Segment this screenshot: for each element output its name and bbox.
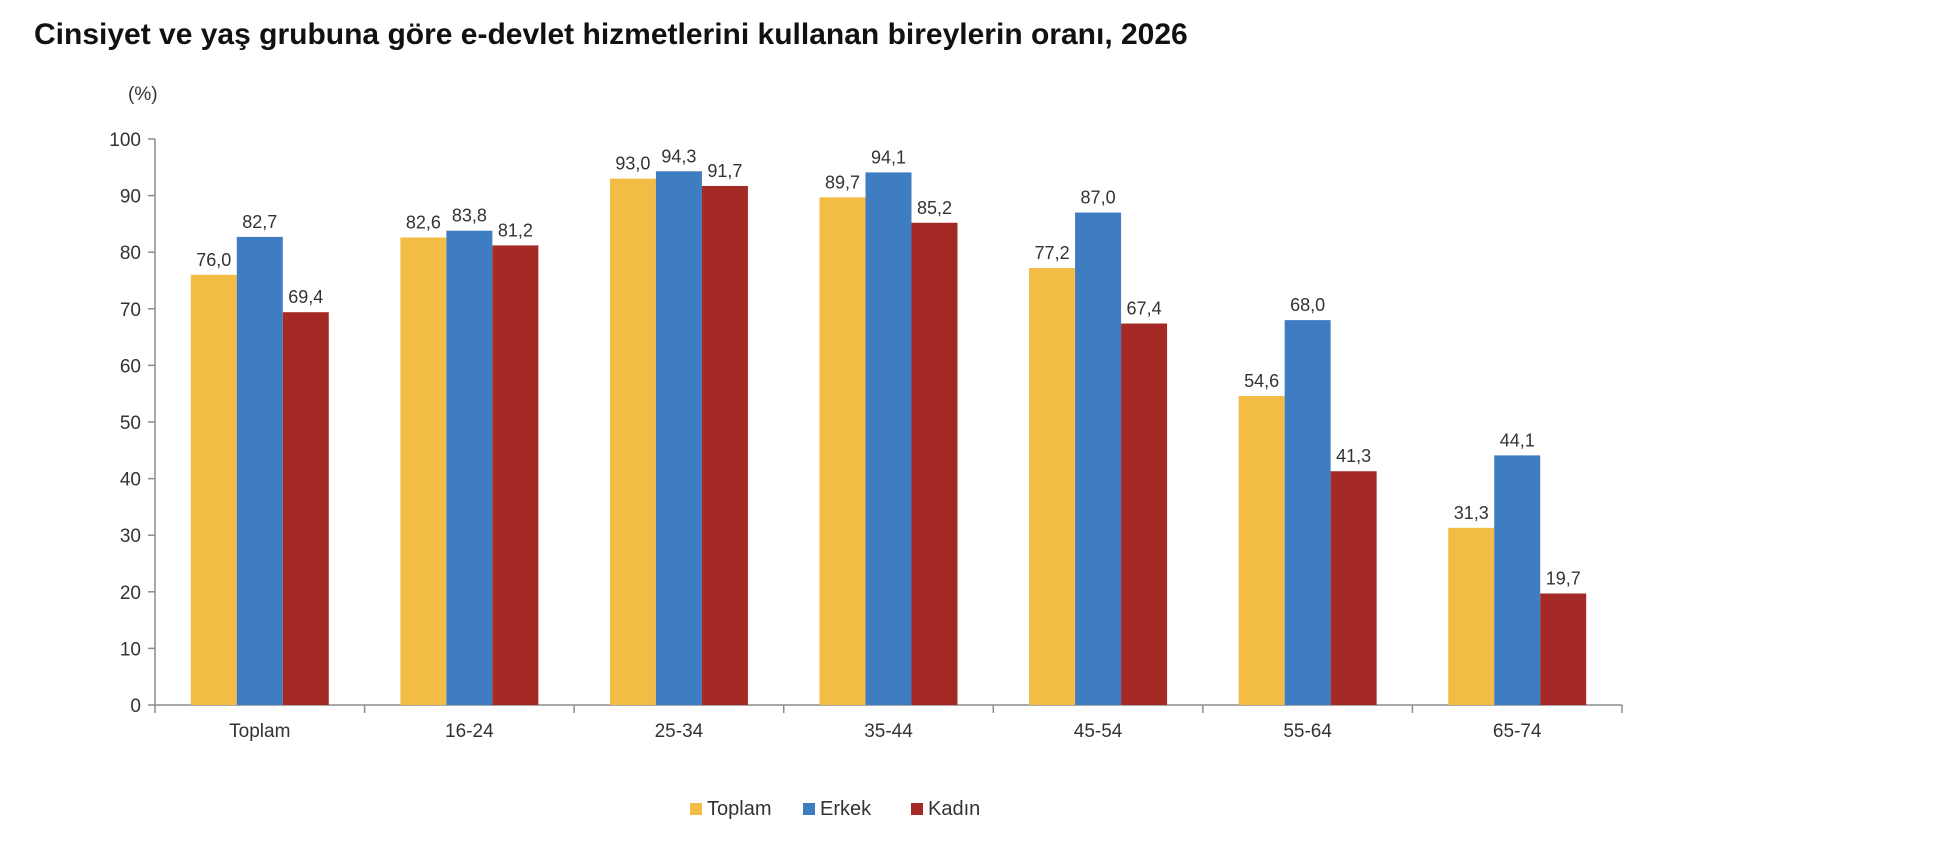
- y-tick-label: 90: [120, 187, 141, 208]
- bar-kadın: [492, 245, 539, 705]
- data-label: 76,0: [196, 250, 231, 270]
- x-category-label: 45-54: [1074, 721, 1123, 742]
- bar-toplam: [609, 178, 656, 705]
- bar-kadın: [1330, 471, 1377, 705]
- y-tick-label: 20: [120, 583, 141, 604]
- data-label: 87,0: [1081, 188, 1116, 208]
- y-tick-label: 50: [120, 413, 141, 434]
- y-axis-unit-label: (%): [128, 84, 158, 105]
- bar-erkek: [1284, 320, 1331, 705]
- legend-swatch-kadın: [911, 803, 923, 815]
- bar-kadın: [1540, 593, 1587, 705]
- bar-toplam: [819, 197, 866, 705]
- y-tick-label: 0: [130, 696, 141, 717]
- x-category-label: 35-44: [864, 721, 913, 742]
- y-tick-label: 70: [120, 300, 141, 321]
- y-tick-label: 30: [120, 526, 141, 547]
- data-label: 69,4: [288, 287, 323, 307]
- data-label: 83,8: [452, 206, 487, 226]
- bar-erkek: [1494, 455, 1541, 705]
- data-label: 82,6: [406, 212, 441, 232]
- bar-kadın: [911, 222, 958, 705]
- legend: Toplam Erkek Kadın: [690, 798, 980, 820]
- bar-erkek: [236, 236, 283, 705]
- bar-toplam: [190, 274, 237, 705]
- y-tick-label: 80: [120, 243, 141, 264]
- bar-kadın: [282, 312, 329, 705]
- x-category-label: 25-34: [655, 721, 704, 742]
- data-label: 89,7: [825, 172, 860, 192]
- x-category-label: 65-74: [1493, 721, 1542, 742]
- legend-label: Kadın: [928, 798, 980, 820]
- y-tick-label: 10: [120, 639, 141, 660]
- data-label: 19,7: [1546, 568, 1581, 588]
- bar-erkek: [655, 171, 702, 706]
- chart-title: Cinsiyet ve yaş grubuna göre e-devlet hi…: [34, 18, 1188, 51]
- data-label: 54,6: [1244, 371, 1279, 391]
- data-label: 77,2: [1035, 243, 1070, 263]
- bars: 76,0 82,7 69,4 82,6 83,8 81,2 93,0 94,3 91,7 89,7…: [190, 146, 1587, 706]
- bar-erkek: [446, 230, 493, 705]
- y-tick-label: 60: [120, 356, 141, 377]
- data-label: 44,1: [1500, 430, 1535, 450]
- data-label: 94,1: [871, 147, 906, 167]
- y-tick-label: 100: [109, 130, 141, 151]
- bar-toplam: [1029, 268, 1076, 705]
- data-label: 82,7: [242, 212, 277, 232]
- x-category-label: Toplam: [229, 721, 290, 742]
- bar-kadın: [1121, 323, 1168, 705]
- data-label: 81,2: [498, 220, 533, 240]
- data-label: 94,3: [661, 146, 696, 166]
- legend-label: Toplam: [707, 798, 771, 820]
- data-label: 93,0: [615, 154, 650, 174]
- legend-swatch-toplam: [690, 803, 702, 815]
- data-label: 67,4: [1127, 299, 1162, 319]
- bar-erkek: [865, 172, 912, 706]
- legend-label: Erkek: [820, 798, 872, 820]
- bar-erkek: [1075, 212, 1122, 705]
- bar-toplam: [1448, 527, 1495, 705]
- data-label: 91,7: [707, 161, 742, 181]
- bar-toplam: [1238, 395, 1285, 705]
- x-category-label: 55-64: [1283, 721, 1332, 742]
- bar-toplam: [400, 237, 447, 705]
- data-label: 41,3: [1336, 446, 1371, 466]
- x-category-label: 16-24: [445, 721, 494, 742]
- legend-swatch-erkek: [803, 803, 815, 815]
- data-label: 31,3: [1454, 503, 1489, 523]
- data-label: 68,0: [1290, 295, 1325, 315]
- data-label: 85,2: [917, 198, 952, 218]
- bar-kadın: [701, 185, 748, 705]
- y-tick-label: 40: [120, 470, 141, 491]
